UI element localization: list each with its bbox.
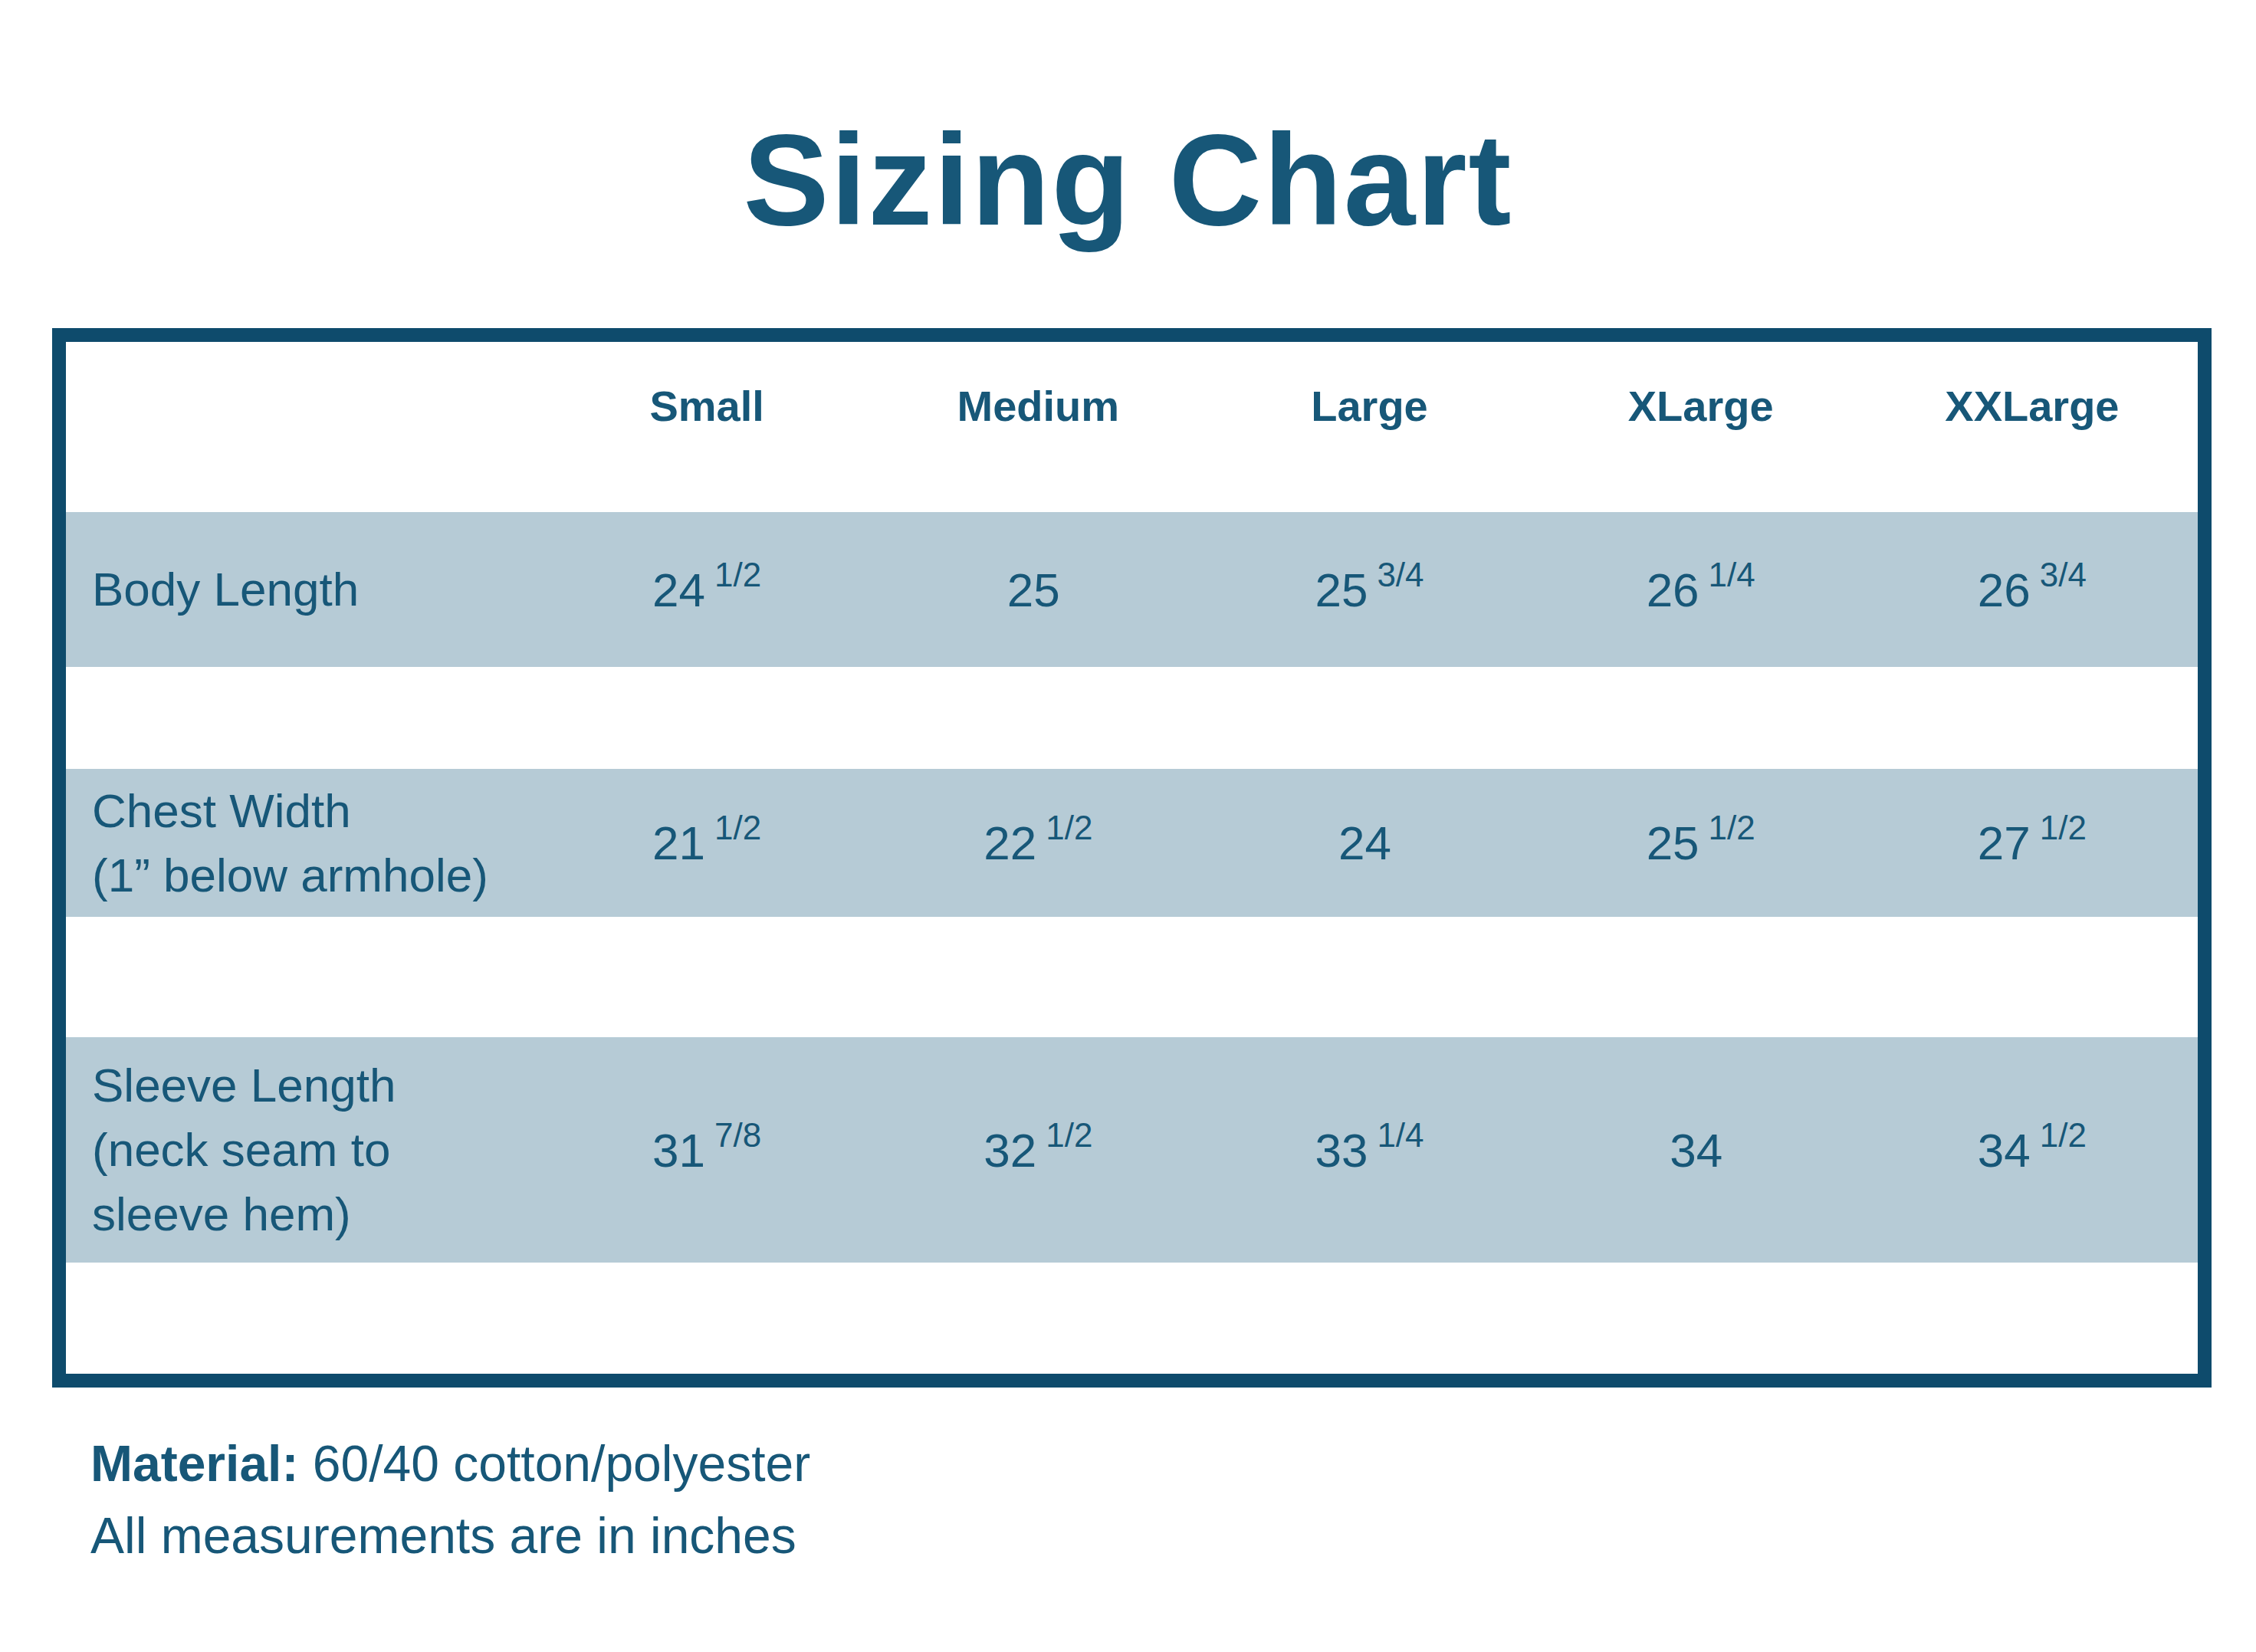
value-fraction: 1/2 [1046,1116,1092,1154]
value-sleeve-length-xlarge: 34 [1535,1123,1867,1177]
row-label-line: Chest Width [92,779,541,843]
column-header-medium: Medium [872,381,1204,431]
row-label-chest-width: Chest Width (1” below armhole) [66,779,541,908]
footer-notes: Material: 60/40 cotton/polyester All mea… [90,1427,810,1572]
value-body-length-large: 253/4 [1204,563,1535,617]
sizing-table: Small Medium Large XLarge XXLarge Body L… [52,328,2212,1388]
table-row-body-length: Body Length 241/2 25 253/4 261/4 263/4 [66,512,2198,667]
value-chest-width-large: 24 [1204,816,1535,870]
value-whole: 34 [1978,1124,2031,1177]
value-whole: 33 [1315,1124,1368,1177]
value-chest-width-small: 211/2 [541,816,872,870]
value-whole: 22 [984,816,1036,869]
value-whole: 34 [1670,1124,1722,1177]
value-fraction: 1/2 [714,556,761,594]
row-label-sleeve-length: Sleeve Length (neck seam to sleeve hem) [66,1053,541,1246]
value-fraction: 1/2 [2040,1116,2087,1154]
value-fraction: 1/2 [714,809,761,847]
material-line: Material: 60/40 cotton/polyester [90,1427,810,1499]
value-whole: 25 [1315,563,1368,616]
column-header-xxlarge: XXLarge [1867,381,2198,431]
value-chest-width-medium: 221/2 [872,816,1204,870]
value-fraction: 1/2 [1709,809,1755,847]
value-fraction: 1/4 [1709,556,1755,594]
row-label-line: Body Length [92,557,541,622]
value-fraction: 1/2 [1046,809,1092,847]
table-header-row: Small Medium Large XLarge XXLarge [66,342,2198,512]
value-body-length-small: 241/2 [541,563,872,617]
value-chest-width-xxlarge: 271/2 [1867,816,2198,870]
value-whole: 25 [1007,563,1060,616]
value-fraction: 3/4 [2040,556,2087,594]
value-body-length-xxlarge: 263/4 [1867,563,2198,617]
value-whole: 31 [652,1124,705,1177]
value-whole: 26 [1978,563,2031,616]
value-body-length-medium: 25 [872,563,1204,617]
row-label-line: (neck seam to [92,1118,541,1182]
value-body-length-xlarge: 261/4 [1535,563,1867,617]
value-sleeve-length-small: 317/8 [541,1123,872,1177]
measurements-note: All measurements are in inches [90,1499,810,1572]
material-value: 60/40 cotton/polyester [313,1435,810,1492]
value-whole: 24 [652,563,705,616]
table-row-chest-width: Chest Width (1” below armhole) 211/2 221… [66,769,2198,917]
value-whole: 21 [652,816,705,869]
column-header-xlarge: XLarge [1535,381,1867,431]
spacer-row [66,667,2198,769]
value-chest-width-xlarge: 251/2 [1535,816,1867,870]
value-whole: 24 [1338,816,1391,869]
row-label-body-length: Body Length [66,557,541,622]
value-sleeve-length-xxlarge: 341/2 [1867,1123,2198,1177]
row-label-line: (1” below armhole) [92,843,541,908]
value-fraction: 7/8 [714,1116,761,1154]
value-fraction: 1/2 [2040,809,2087,847]
value-whole: 25 [1647,816,1699,869]
column-header-small: Small [541,381,872,431]
page-title: Sizing Chart [0,100,2256,261]
value-fraction: 1/4 [1377,1116,1424,1154]
row-label-line: Sleeve Length [92,1053,541,1118]
value-whole: 26 [1647,563,1699,616]
table-row-sleeve-length: Sleeve Length (neck seam to sleeve hem) … [66,1037,2198,1263]
value-fraction: 3/4 [1377,556,1424,594]
value-sleeve-length-large: 331/4 [1204,1123,1535,1177]
value-whole: 32 [984,1124,1036,1177]
value-whole: 27 [1978,816,2031,869]
material-label: Material: [90,1435,298,1492]
value-sleeve-length-medium: 321/2 [872,1123,1204,1177]
row-label-line: sleeve hem) [92,1182,541,1246]
spacer-row [66,917,2198,1037]
column-header-large: Large [1204,381,1535,431]
